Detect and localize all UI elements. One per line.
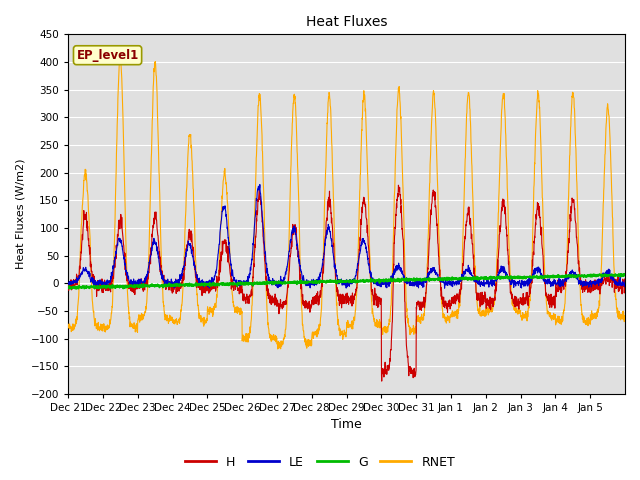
RNET	[64, 324, 72, 329]
X-axis label: Time: Time	[331, 419, 362, 432]
G	[618, 271, 625, 277]
H	[120, 242, 127, 248]
RNET	[614, 306, 621, 312]
Title: Heat Fluxes: Heat Fluxes	[306, 15, 387, 29]
LE	[546, 280, 554, 286]
G	[380, 278, 388, 284]
Line: G: G	[68, 274, 625, 289]
G	[67, 286, 75, 292]
LE	[441, 285, 449, 291]
LE	[515, 281, 522, 287]
LE	[380, 281, 388, 287]
LE	[621, 278, 629, 284]
H	[614, 280, 621, 286]
RNET	[381, 328, 388, 334]
LE	[240, 278, 248, 284]
H	[64, 282, 72, 288]
H	[515, 302, 522, 308]
RNET	[546, 310, 554, 315]
G	[64, 285, 72, 291]
H	[395, 182, 403, 188]
RNET	[515, 307, 522, 312]
H	[621, 282, 629, 288]
RNET	[274, 346, 282, 352]
G	[120, 285, 128, 290]
Legend: H, LE, G, RNET: H, LE, G, RNET	[180, 451, 460, 474]
Y-axis label: Heat Fluxes (W/m2): Heat Fluxes (W/m2)	[15, 159, 25, 269]
Line: LE: LE	[68, 184, 625, 288]
RNET	[240, 336, 248, 342]
Text: EP_level1: EP_level1	[76, 48, 139, 62]
H	[378, 378, 385, 384]
H	[380, 368, 388, 373]
RNET	[621, 313, 629, 319]
G	[546, 274, 554, 280]
Line: H: H	[68, 185, 625, 381]
G	[621, 271, 629, 277]
LE	[256, 181, 264, 187]
G	[613, 272, 621, 278]
LE	[64, 280, 72, 286]
LE	[120, 253, 127, 259]
RNET	[116, 52, 124, 58]
G	[515, 274, 522, 279]
H	[240, 291, 248, 297]
LE	[614, 279, 621, 285]
H	[546, 292, 554, 298]
G	[240, 282, 248, 288]
RNET	[120, 153, 128, 158]
Line: RNET: RNET	[68, 55, 625, 349]
